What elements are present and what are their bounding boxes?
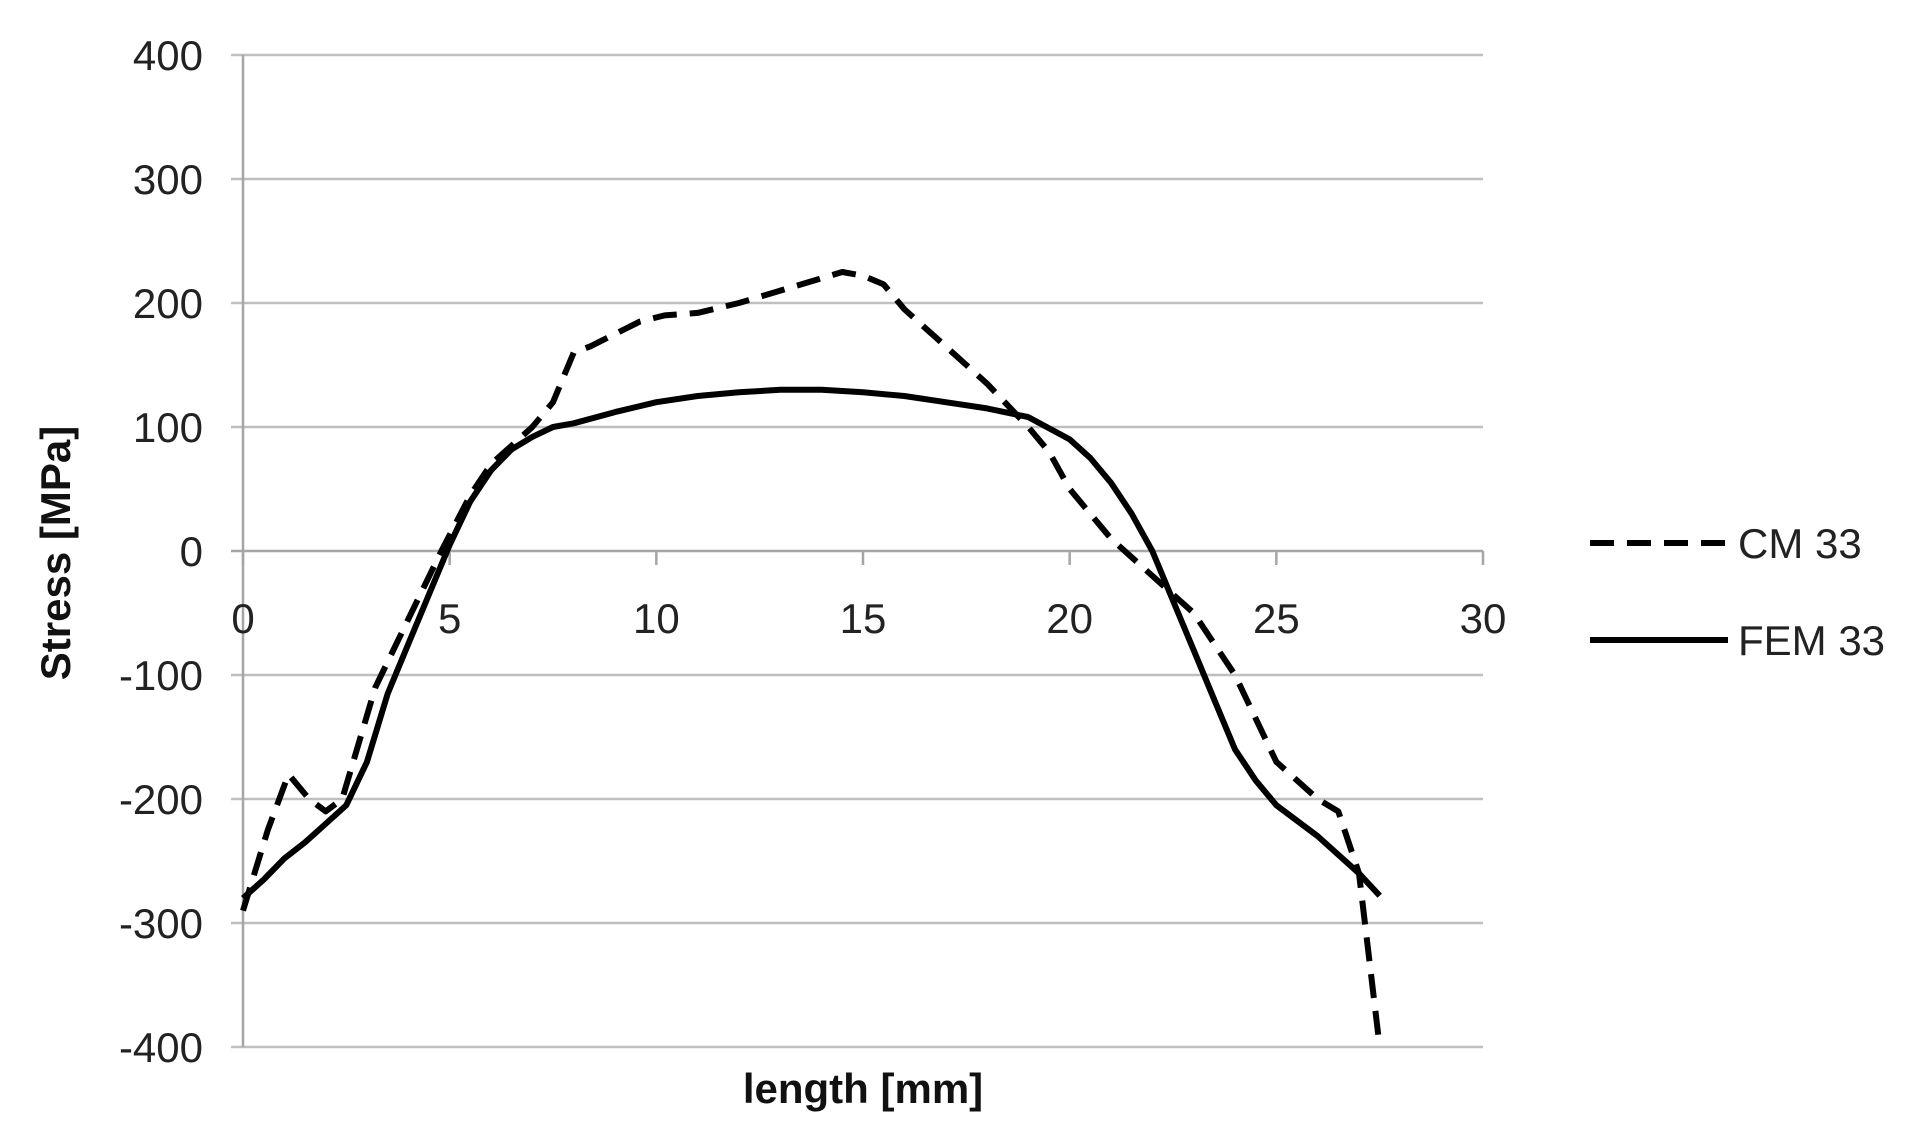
y-tick-label: 200 <box>133 280 203 327</box>
y-tick-labels: 400 300 200 100 0 -100 -200 -300 -400 <box>119 32 203 1071</box>
axes <box>241 55 1485 1047</box>
x-tick-label: 0 <box>231 595 254 642</box>
y-tick-label: -200 <box>119 776 203 823</box>
y-tick-label: 400 <box>133 32 203 79</box>
y-tick-label: 300 <box>133 156 203 203</box>
legend: CM 33 FEM 33 <box>1590 520 1885 664</box>
x-tick-label: 15 <box>840 595 887 642</box>
y-tick-label: 100 <box>133 404 203 451</box>
grid-lines <box>231 53 1483 1049</box>
x-axis-title: length [mm] <box>743 1065 983 1112</box>
series-line-fem-33 <box>240 386 1382 901</box>
series-line-cm-33 <box>240 269 1383 1048</box>
x-tick-label: 30 <box>1460 595 1507 642</box>
y-tick-label: -100 <box>119 652 203 699</box>
x-tick-label: 5 <box>438 595 461 642</box>
y-tick-label: -300 <box>119 900 203 947</box>
legend-label: FEM 33 <box>1738 617 1885 664</box>
y-tick-label: -400 <box>119 1024 203 1071</box>
legend-label: CM 33 <box>1738 520 1862 567</box>
series-lines <box>240 269 1383 1048</box>
x-tick-label: 20 <box>1046 595 1093 642</box>
x-tick-label: 25 <box>1253 595 1300 642</box>
x-tick-labels: 0 5 10 15 20 25 30 <box>231 595 1506 642</box>
y-axis-title: Stress [MPa] <box>32 426 79 680</box>
x-tick-label: 10 <box>633 595 680 642</box>
y-tick-label: 0 <box>180 528 203 575</box>
